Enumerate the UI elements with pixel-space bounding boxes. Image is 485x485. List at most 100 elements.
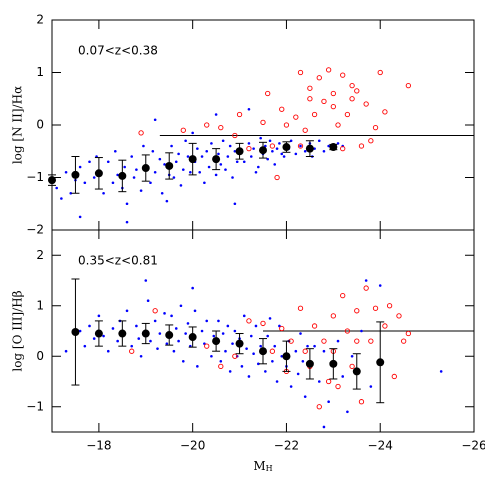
data-point: [138, 130, 144, 136]
data-point: [191, 131, 194, 135]
data-point: [198, 170, 201, 174]
data-point: [382, 323, 388, 329]
data-point: [231, 342, 234, 345]
x-axis-label-main: M: [253, 459, 265, 473]
data-point: [301, 360, 305, 363]
data-point: [336, 142, 340, 145]
median-point: [376, 358, 385, 367]
data-point: [252, 352, 255, 356]
data-point: [294, 152, 298, 156]
data-point: [368, 338, 374, 344]
data-point: [247, 375, 251, 378]
data-point: [160, 191, 164, 195]
data-point: [177, 339, 180, 343]
data-point: [78, 165, 82, 169]
data-point: [111, 327, 115, 330]
data-point: [349, 96, 355, 102]
data-point: [282, 155, 286, 158]
data-point: [278, 142, 281, 145]
data-point: [158, 332, 162, 335]
data-point: [349, 82, 355, 89]
data-point: [439, 370, 443, 373]
data-point: [170, 144, 173, 148]
data-point: [405, 330, 412, 337]
data-point: [172, 349, 176, 353]
median-point: [118, 329, 127, 338]
data-point: [344, 328, 351, 334]
data-point: [130, 155, 134, 158]
data-point: [391, 373, 397, 380]
median-point: [212, 155, 221, 164]
x-tick-label: −18: [86, 439, 111, 453]
median-point: [188, 155, 197, 164]
median-point: [305, 359, 314, 368]
data-point: [235, 160, 239, 164]
data-point: [363, 101, 369, 107]
data-point: [299, 144, 302, 148]
data-point: [275, 147, 279, 150]
data-point: [330, 90, 336, 97]
data-point: [102, 191, 105, 195]
data-point: [349, 363, 355, 369]
data-point: [180, 127, 186, 133]
data-point: [158, 157, 162, 161]
data-point: [151, 149, 155, 153]
data-point: [125, 309, 129, 313]
data-point: [271, 360, 274, 363]
data-point: [252, 147, 255, 150]
data-point: [296, 372, 300, 376]
data-point: [260, 119, 266, 126]
data-point: [228, 370, 232, 373]
data-point: [350, 354, 354, 358]
data-point: [311, 323, 318, 329]
data-point: [396, 313, 402, 319]
x-axis-label: MH: [253, 459, 272, 474]
data-point: [254, 324, 258, 328]
data-point: [191, 286, 194, 290]
data-point: [368, 138, 374, 144]
data-point: [174, 160, 178, 164]
data-point: [303, 149, 307, 153]
data-point: [297, 143, 304, 149]
data-point: [249, 334, 253, 338]
data-point: [325, 67, 332, 73]
data-point: [382, 109, 388, 115]
data-point: [358, 143, 365, 149]
data-point: [330, 313, 336, 319]
data-point: [364, 279, 368, 282]
data-point: [232, 132, 238, 139]
data-point: [193, 309, 197, 313]
data-point: [153, 170, 157, 174]
data-point: [247, 142, 251, 145]
median-point: [141, 329, 150, 338]
data-point: [64, 349, 68, 353]
median-point: [282, 143, 291, 152]
data-point: [236, 111, 243, 118]
data-point: [123, 165, 126, 169]
data-point: [289, 139, 293, 143]
data-point: [245, 347, 248, 350]
data-point: [92, 176, 96, 179]
data-point: [205, 149, 209, 153]
data-point: [221, 332, 225, 335]
data-point: [360, 329, 363, 333]
data-point: [327, 400, 330, 404]
data-point: [327, 144, 330, 148]
x-tick-label: −26: [461, 439, 485, 453]
data-point: [163, 163, 166, 166]
median-point: [118, 171, 127, 180]
data-point: [165, 199, 169, 203]
data-point: [307, 85, 313, 91]
median-point: [141, 164, 150, 173]
data-point: [156, 347, 159, 350]
data-point: [280, 152, 284, 156]
annotation: 0.35<z<0.81: [78, 254, 158, 268]
data-point: [335, 383, 341, 390]
data-point: [283, 122, 290, 128]
data-point: [233, 202, 237, 206]
data-point: [186, 155, 190, 158]
data-point: [335, 122, 341, 128]
x-tick-label: −20: [180, 439, 205, 453]
data-point: [88, 160, 91, 164]
data-point: [340, 72, 346, 78]
